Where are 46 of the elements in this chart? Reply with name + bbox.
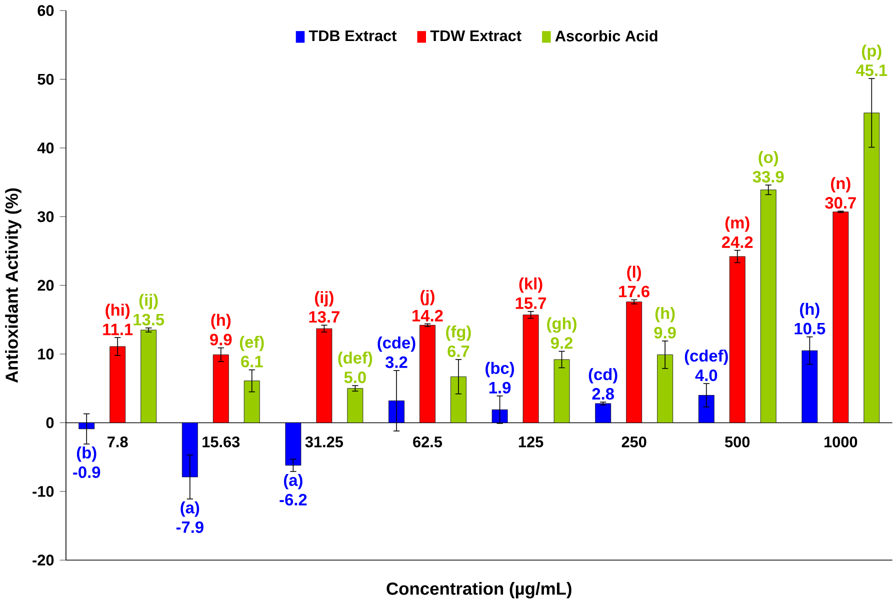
data-label: (j) 14.2 bbox=[412, 290, 443, 322]
legend-label: Ascorbic Acid bbox=[555, 30, 658, 42]
x-tick-label: 1000 bbox=[824, 436, 858, 448]
y-tick-label: 20 bbox=[38, 280, 54, 292]
data-label: (a) -6.2 bbox=[280, 474, 307, 506]
x-tick-label: 62.5 bbox=[413, 436, 442, 448]
data-label: (l) 17.6 bbox=[619, 266, 650, 298]
y-tick-label: 30 bbox=[38, 211, 54, 222]
y-tick-label: 0 bbox=[46, 418, 54, 428]
data-label: (hi) 11.1 bbox=[103, 304, 133, 336]
data-label: (cd) 2.8 bbox=[588, 368, 618, 400]
x-tick-label: 15.63 bbox=[202, 436, 240, 448]
data-label: (a) -7.9 bbox=[176, 502, 204, 534]
data-label: (gh) 9.2 bbox=[547, 318, 576, 350]
y-tick-label: 50 bbox=[38, 74, 54, 85]
data-label: (n) 30.7 bbox=[825, 177, 856, 209]
x-tick-label: 125 bbox=[518, 436, 544, 448]
data-label: (o) 33.9 bbox=[752, 151, 784, 183]
data-label: (ij) 13.5 bbox=[134, 294, 164, 326]
x-tick-label: 500 bbox=[725, 436, 750, 448]
data-label: (cde) 3.2 bbox=[378, 336, 416, 368]
x-tick-label: 7.8 bbox=[108, 436, 128, 448]
data-label: (bc) 1.9 bbox=[486, 362, 514, 394]
y-tick-label: 10 bbox=[38, 348, 54, 360]
data-label: (m) 24.2 bbox=[722, 216, 753, 248]
data-label: (def) 5.0 bbox=[338, 352, 372, 384]
data-label: (fg) 6.7 bbox=[446, 326, 471, 358]
y-tick-label: 60 bbox=[38, 5, 54, 16]
data-label: (kl) 15.7 bbox=[516, 278, 546, 310]
data-label: (h) 9.9 bbox=[654, 307, 676, 339]
x-tick-label: 31.25 bbox=[305, 436, 344, 448]
y-tick-label: 40 bbox=[37, 142, 54, 154]
data-label: (ef) 6.1 bbox=[240, 336, 264, 368]
x-tick-label: 250 bbox=[622, 436, 646, 448]
data-label: (p) 45.1 bbox=[856, 44, 888, 76]
y-axis-title: Antioxidant Activity (%) bbox=[5, 188, 22, 383]
data-label: (ij) 13.7 bbox=[309, 291, 340, 323]
legend-label: TDW Extract bbox=[430, 30, 522, 42]
y-tick-label: -10 bbox=[32, 486, 54, 498]
y-tick-label: -20 bbox=[32, 554, 54, 566]
data-label: (h) 10.5 bbox=[794, 303, 826, 335]
data-label: (h) 9.9 bbox=[210, 314, 232, 346]
data-label: (b) -0.9 bbox=[73, 446, 100, 478]
legend-label: TDB Extract bbox=[308, 30, 397, 42]
x-axis-title: Concentration (µg/mL) bbox=[386, 582, 572, 599]
data-label: (cdef) 4.0 bbox=[684, 350, 728, 382]
